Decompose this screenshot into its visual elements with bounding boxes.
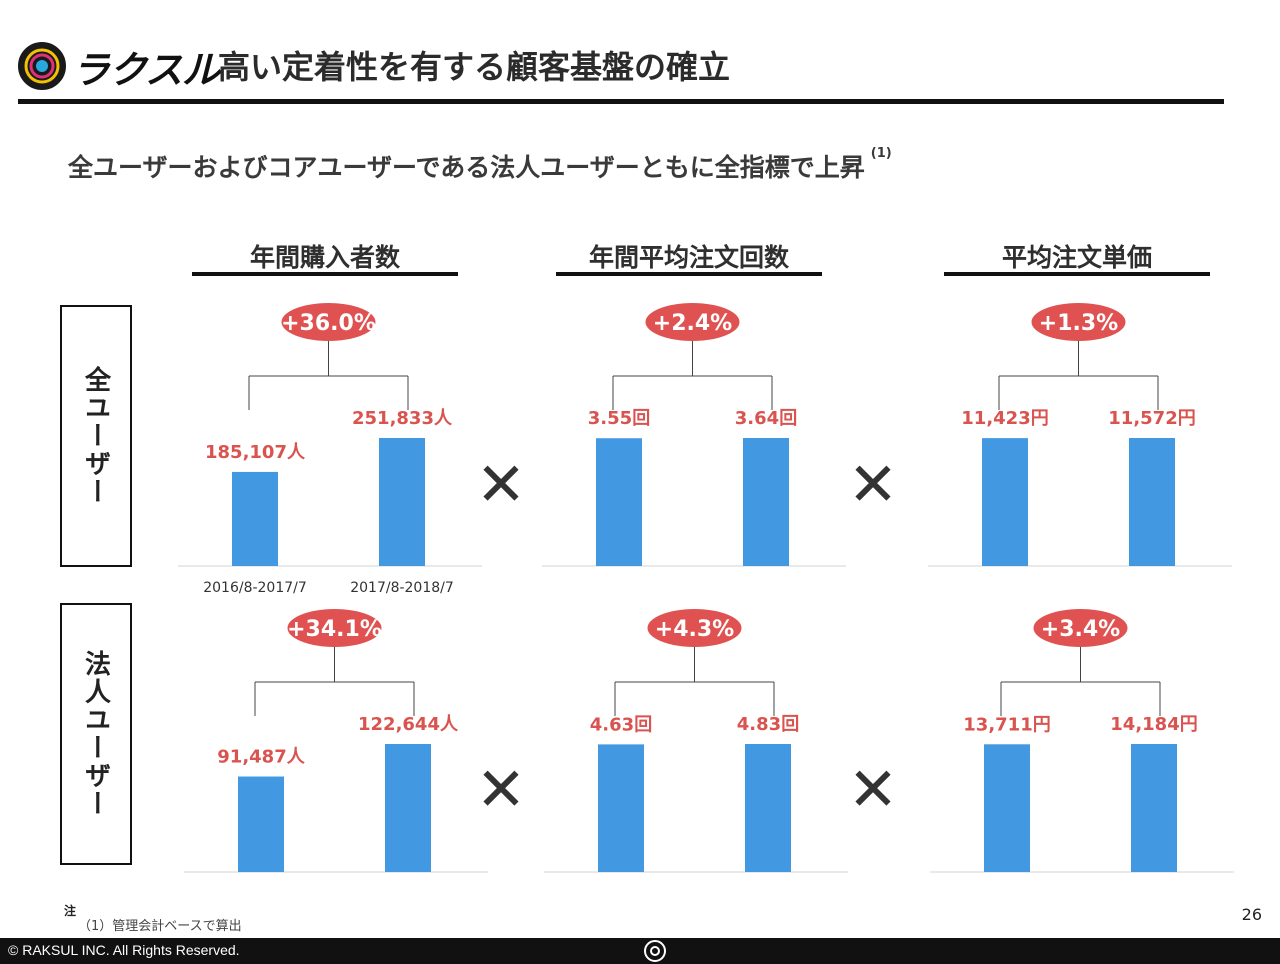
category-label: 2017/8-2018/7 [350, 580, 454, 596]
slide-subtitle: 全ユーザーおよびコアユーザーである法人ユーザーともに全指標で上昇 (1) [68, 145, 892, 184]
data-label: 3.55回 [588, 408, 650, 429]
growth-badge [287, 609, 382, 647]
title-divider [18, 99, 1224, 104]
bar [598, 744, 644, 872]
growth-label: +34.1% [287, 617, 382, 642]
footnote-text: （1）管理会計ベースで算出 [78, 919, 242, 934]
bar [1131, 744, 1177, 872]
multiply-sign: ✕ [475, 450, 527, 520]
data-label: 14,184円 [1110, 714, 1197, 735]
chart-all-buyers: +36.0% 185,107人 2016/8-2017/7 251,833人 2017/… [178, 300, 482, 610]
growth-label: +1.3% [1039, 311, 1118, 336]
footer-logo-icon [644, 940, 666, 962]
multiply-sign: ✕ [847, 450, 899, 520]
chart-corporate-frequency: +4.3% 4.63回 4.83回 [544, 606, 848, 916]
data-label: 3.64回 [735, 408, 797, 429]
data-label: 251,833人 [352, 408, 453, 429]
bar [596, 438, 642, 566]
data-label: 11,572円 [1108, 408, 1195, 429]
bar [232, 471, 278, 566]
data-label: 122,644人 [358, 714, 459, 735]
row-label-all-users: 全ユーザー [60, 305, 132, 567]
row-label-corporate-users: 法人ユーザー [60, 603, 132, 865]
brand-logo: ラクスル [18, 38, 220, 94]
bar [745, 744, 791, 872]
data-label: 4.63回 [590, 714, 652, 735]
slide-header: ラクスル 高い定着性を有する顧客基盤の確立 [0, 0, 1280, 105]
growth-label: +36.0% [281, 311, 376, 336]
category-label: 2016/8-2017/7 [203, 580, 307, 596]
data-label: 11,423円 [961, 408, 1048, 429]
growth-badge [1033, 609, 1128, 647]
chart-corporate-buyers: +34.1% 91,487人 122,644人 [184, 606, 488, 916]
copyright-text: © RAKSUL INC. All Rights Reserved. [8, 942, 240, 958]
multiply-sign: ✕ [475, 755, 527, 825]
column-header-frequency: 年間平均注文回数 [556, 238, 822, 276]
column-header-buyers: 年間購入者数 [192, 238, 458, 276]
bar [385, 744, 431, 872]
bar [1129, 438, 1175, 566]
footer-bar: © RAKSUL INC. All Rights Reserved. [0, 938, 1280, 964]
growth-label: +2.4% [653, 311, 732, 336]
growth-label: +4.3% [655, 617, 734, 642]
chart-corporate-unit-price: +3.4% 13,711円 14,184円 [930, 606, 1234, 916]
data-label: 4.83回 [737, 714, 799, 735]
subtitle-note-ref: (1) [870, 145, 892, 161]
chart-all-frequency: +2.4% 3.55回 3.64回 [542, 300, 846, 610]
data-label: 91,487人 [217, 747, 305, 768]
bar [379, 438, 425, 566]
bar [982, 438, 1028, 566]
growth-label: +3.4% [1041, 617, 1120, 642]
growth-badge [647, 609, 742, 647]
bar [984, 744, 1030, 872]
row-label-all-users-text: 全ユーザー [80, 366, 111, 506]
brand-logo-icon [18, 42, 66, 90]
growth-badge [1031, 303, 1126, 341]
page-number: 26 [1241, 905, 1262, 924]
column-header-unit-price: 平均注文単価 [944, 238, 1210, 276]
growth-badge [281, 303, 376, 341]
data-label: 185,107人 [205, 442, 306, 463]
chart-all-unit-price: +1.3% 11,423円 11,572円 [928, 300, 1232, 610]
data-label: 13,711円 [963, 714, 1050, 735]
subtitle-text: 全ユーザーおよびコアユーザーである法人ユーザーともに全指標で上昇 [68, 153, 865, 182]
bar [743, 438, 789, 566]
footnote-heading: 注 [64, 904, 77, 918]
brand-wordmark: ラクスル [72, 47, 220, 92]
page-title: 高い定着性を有する顧客基盤の確立 [218, 48, 731, 86]
growth-badge [645, 303, 740, 341]
multiply-sign: ✕ [847, 755, 899, 825]
row-label-corporate-users-text: 法人ユーザー [80, 650, 111, 818]
bar [238, 776, 284, 872]
